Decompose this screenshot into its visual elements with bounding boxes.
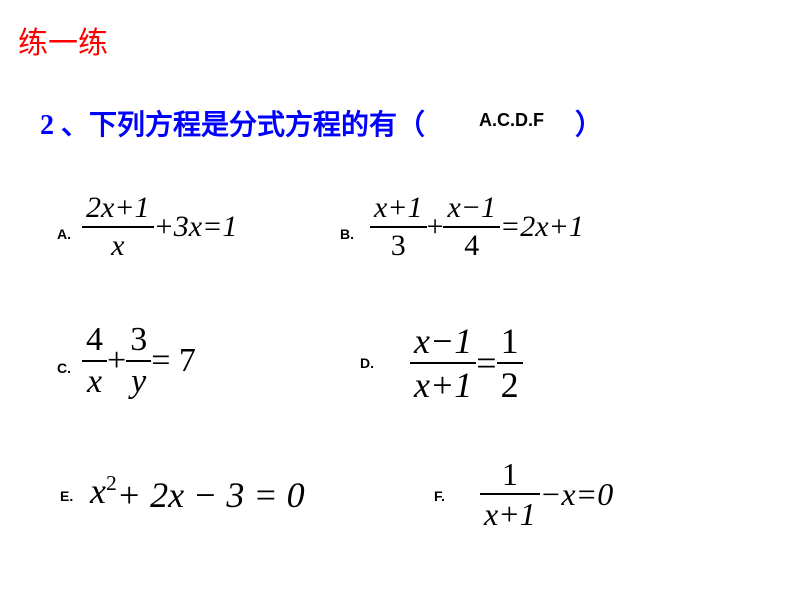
option-c-label: C.	[57, 360, 71, 376]
equation-b: x+1 3 + x−1 4 =2x+1	[370, 190, 584, 264]
equation-d: x−1 x+1 = 1 2	[410, 320, 523, 406]
eq-b-rest: =2x+1	[500, 210, 584, 244]
eq-b-plus: +	[427, 210, 444, 244]
equation-e: x2 + 2x − 3 = 0	[90, 470, 305, 516]
equation-a: 2x+1 x +3x=1	[82, 190, 237, 264]
option-e-label: E.	[60, 488, 73, 504]
eq-b-f2den: 4	[464, 229, 479, 262]
option-a-label: A.	[57, 226, 71, 242]
eq-d-lnum: x−1	[414, 321, 472, 361]
eq-d-eq: =	[476, 342, 496, 384]
eq-d-rden: 2	[501, 365, 519, 405]
eq-b-f1num: x+1	[374, 191, 423, 224]
eq-e-before: x	[90, 471, 106, 511]
paren-close: ）	[575, 103, 603, 143]
eq-c-f1den: x	[87, 363, 102, 400]
option-b-label: B.	[340, 226, 354, 242]
equation-c: 4 x + 3 y = 7	[82, 320, 196, 402]
eq-f-den: x+1	[484, 496, 536, 532]
eq-c-rest: = 7	[151, 342, 196, 380]
eq-f-num: 1	[502, 456, 518, 492]
eq-a-den: x	[111, 229, 124, 262]
eq-c-f1num: 4	[86, 321, 103, 358]
eq-d-lden: x+1	[414, 365, 472, 405]
option-d-label: D.	[360, 355, 374, 371]
eq-f-rest: −x=0	[540, 476, 613, 513]
eq-c-f2den: y	[131, 363, 146, 400]
eq-c-f2num: 3	[130, 321, 147, 358]
eq-e-exp: 2	[106, 471, 117, 495]
eq-e-after: + 2x − 3 = 0	[117, 474, 305, 516]
eq-a-num: 2x+1	[86, 191, 150, 224]
eq-c-plus: +	[107, 342, 126, 380]
equation-f: 1 x+1 −x=0	[480, 455, 613, 533]
eq-a-rest: +3x=1	[154, 210, 238, 244]
answer-text: A.C.D.F	[479, 110, 544, 131]
eq-b-f2num: x−1	[447, 191, 496, 224]
eq-b-f1den: 3	[391, 229, 406, 262]
practice-title: 练一练	[18, 18, 108, 62]
question-text: 2 、下列方程是分式方程的有（	[40, 103, 425, 143]
option-f-label: F.	[434, 488, 445, 504]
eq-d-rnum: 1	[501, 321, 519, 361]
